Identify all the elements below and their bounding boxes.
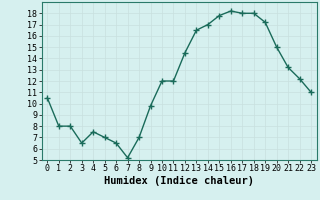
X-axis label: Humidex (Indice chaleur): Humidex (Indice chaleur) xyxy=(104,176,254,186)
